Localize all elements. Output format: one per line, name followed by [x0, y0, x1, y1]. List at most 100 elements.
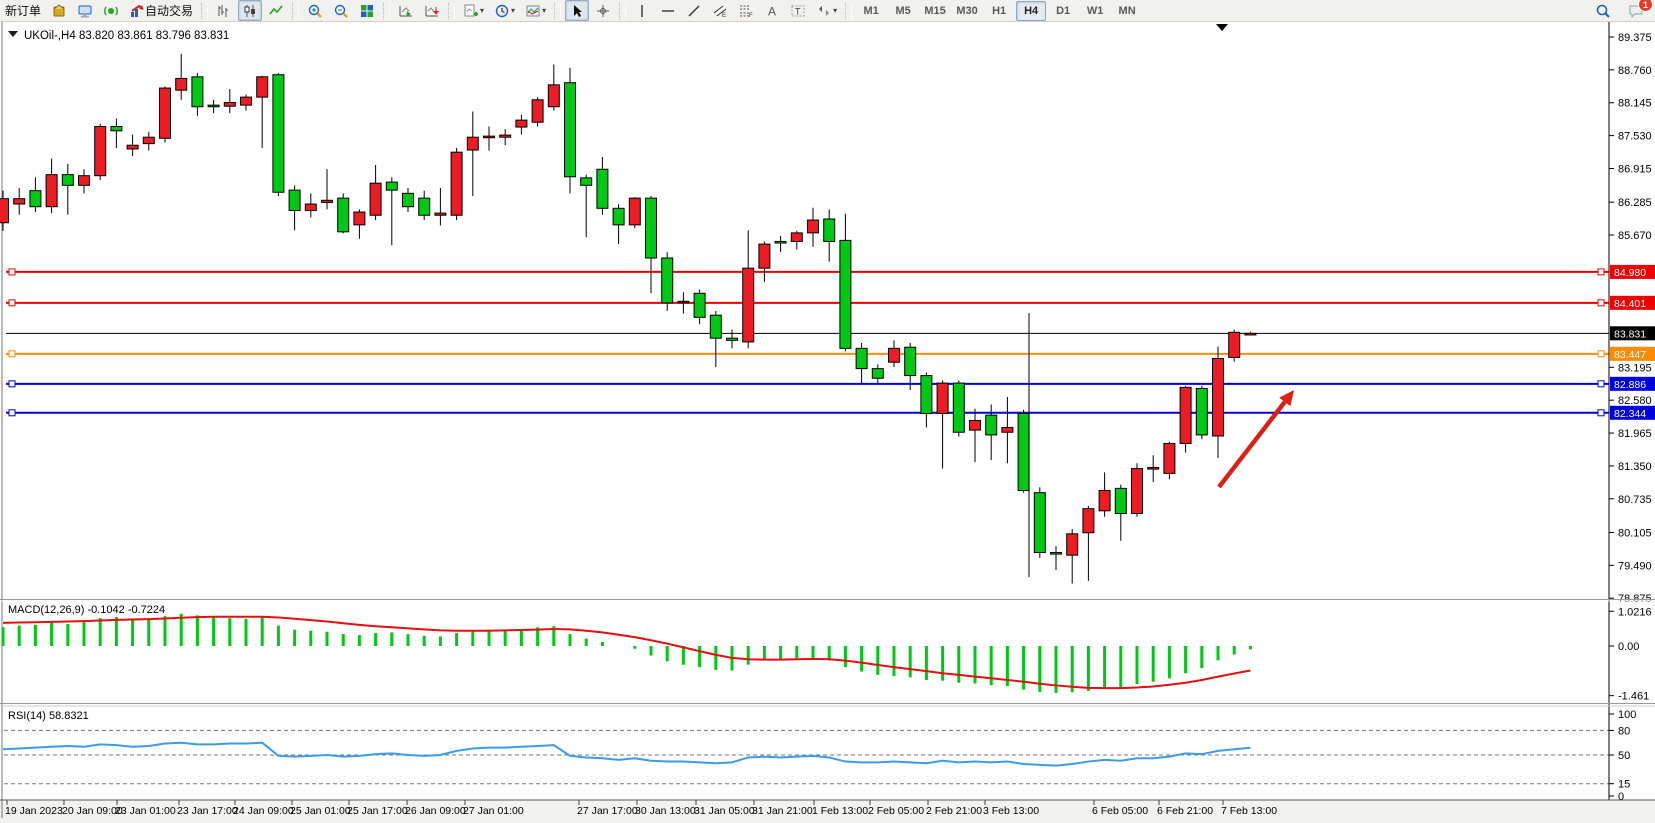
chart-shift-marker[interactable]	[1216, 24, 1228, 31]
timeframe-m15-button[interactable]: M15	[924, 4, 946, 17]
zoom-out-button[interactable]	[329, 0, 353, 21]
chart-shift-icon	[424, 3, 440, 19]
line-handle[interactable]	[8, 299, 16, 307]
line-handle[interactable]	[1597, 380, 1605, 388]
text-icon: A	[764, 3, 780, 19]
new-chart-button[interactable]: ▾	[459, 0, 488, 21]
candle-down	[952, 382, 965, 433]
auto-trading-button[interactable]: 自动交易	[125, 0, 197, 21]
price-badge	[1610, 346, 1655, 361]
candle-down	[272, 74, 285, 193]
candle-down	[709, 314, 722, 339]
candle-down	[1050, 552, 1062, 555]
cursor-button[interactable]	[565, 0, 590, 21]
candle-up	[515, 119, 528, 128]
candle-up	[142, 136, 155, 145]
toolbar-separator	[201, 2, 209, 19]
timeframe-d1-button[interactable]: D1	[1056, 4, 1071, 17]
signals-button[interactable]	[99, 0, 123, 21]
tile-windows-button[interactable]	[355, 0, 379, 21]
chart-shift-button[interactable]	[420, 0, 444, 21]
line-handle[interactable]	[8, 350, 16, 358]
candle-down	[1114, 487, 1127, 514]
time-tick-label: 3 Feb 13:00	[983, 805, 1039, 817]
vertical-line-button[interactable]	[630, 0, 654, 21]
candle-up	[434, 212, 447, 216]
crosshair-button[interactable]	[591, 0, 615, 21]
toolbar-separator	[448, 2, 456, 19]
auto-scroll-button[interactable]	[394, 0, 418, 21]
new-order-label: 新订单	[5, 4, 42, 18]
line-handle[interactable]	[1597, 350, 1605, 358]
trendline-button[interactable]	[682, 0, 706, 21]
price-badge-label: 83.831	[1614, 328, 1646, 340]
candle-up	[175, 77, 188, 91]
timeframe-m30-button[interactable]: M30	[956, 4, 978, 17]
rsi-line	[2, 741, 1251, 767]
candle-up	[45, 174, 58, 208]
candle-down	[564, 82, 576, 178]
price-badge	[1610, 264, 1655, 279]
terminal-button[interactable]	[73, 0, 97, 21]
candle-up	[94, 126, 107, 177]
line-handle[interactable]	[8, 380, 16, 388]
candle-down	[1033, 492, 1046, 554]
time-tick-label: 24 Jan 09:00	[233, 805, 294, 817]
text-button[interactable]: A	[760, 0, 784, 21]
candle-down	[661, 257, 674, 304]
candle-up	[1066, 533, 1079, 556]
toolbar-separator	[383, 2, 391, 19]
fibonacci-button[interactable]: F	[734, 0, 758, 21]
candle-up	[888, 347, 900, 363]
candle-down	[402, 192, 414, 208]
candle-down	[385, 181, 398, 191]
time-tick-label: 2 Feb 05:00	[868, 805, 924, 817]
timeframe-h1-button[interactable]: H1	[992, 4, 1007, 17]
timeframe-w1-button[interactable]: W1	[1086, 4, 1104, 17]
candle-up	[321, 199, 333, 203]
search-button[interactable]	[1591, 0, 1615, 21]
time-tick-label: 31 Jan 05:00	[694, 805, 755, 817]
candle-up	[807, 219, 819, 234]
timeframe-mn-button[interactable]: MN	[1118, 4, 1136, 17]
trend-arrow[interactable]	[1217, 400, 1287, 489]
period-button[interactable]: ▾	[490, 0, 519, 21]
timeframe-h4-button[interactable]: H4	[1016, 0, 1047, 21]
candle-up	[466, 136, 479, 151]
line-handle[interactable]	[1597, 268, 1605, 276]
chat-button[interactable]: 1	[1624, 0, 1653, 21]
toolbar-separator	[619, 2, 627, 19]
template-button[interactable]: ▾	[521, 0, 550, 21]
main-pane: UKOil-,H4 83.820 83.861 83.796 83.831	[0, 24, 1609, 584]
chart-title: UKOil-,H4 83.820 83.861 83.796 83.831	[24, 30, 229, 42]
trendline-icon	[686, 3, 702, 19]
arrows-button[interactable]: ▾	[812, 0, 841, 21]
timeframe-m1-button[interactable]: M1	[863, 4, 879, 17]
search-icon	[1595, 3, 1611, 19]
time-axis-background	[0, 800, 1655, 823]
time-tick-label: 23 Jan 17:00	[177, 805, 238, 817]
line-chart-button[interactable]	[264, 0, 288, 21]
line-handle[interactable]	[8, 268, 16, 276]
line-handle[interactable]	[8, 409, 16, 417]
market-watch-button[interactable]	[47, 0, 71, 21]
price-tick-label: 85.670	[1618, 230, 1652, 242]
time-tick-label: 25 Jan 01:00	[290, 805, 351, 817]
horizontal-line-button[interactable]	[656, 0, 680, 21]
timeframe-m5-button[interactable]: M5	[895, 4, 911, 17]
new-chart-icon	[463, 3, 479, 19]
time-tick-label: 7 Feb 13:00	[1221, 805, 1277, 817]
channel-button[interactable]: E	[708, 0, 732, 21]
line-handle[interactable]	[1597, 409, 1605, 417]
chevron-down-icon: ▾	[542, 6, 547, 15]
trend-arrow-head[interactable]	[1279, 390, 1294, 407]
zoom-in-button[interactable]	[303, 0, 327, 21]
bar-chart-button[interactable]	[212, 0, 236, 21]
collapse-triangle-icon[interactable]	[8, 31, 18, 37]
new-order-button[interactable]: 新订单	[1, 0, 45, 21]
rsi-pane: RSI(14) 58.8321	[2, 710, 1609, 785]
candlestick-button[interactable]	[238, 0, 263, 21]
line-handle[interactable]	[1597, 299, 1605, 307]
label-button[interactable]: T	[786, 0, 810, 21]
